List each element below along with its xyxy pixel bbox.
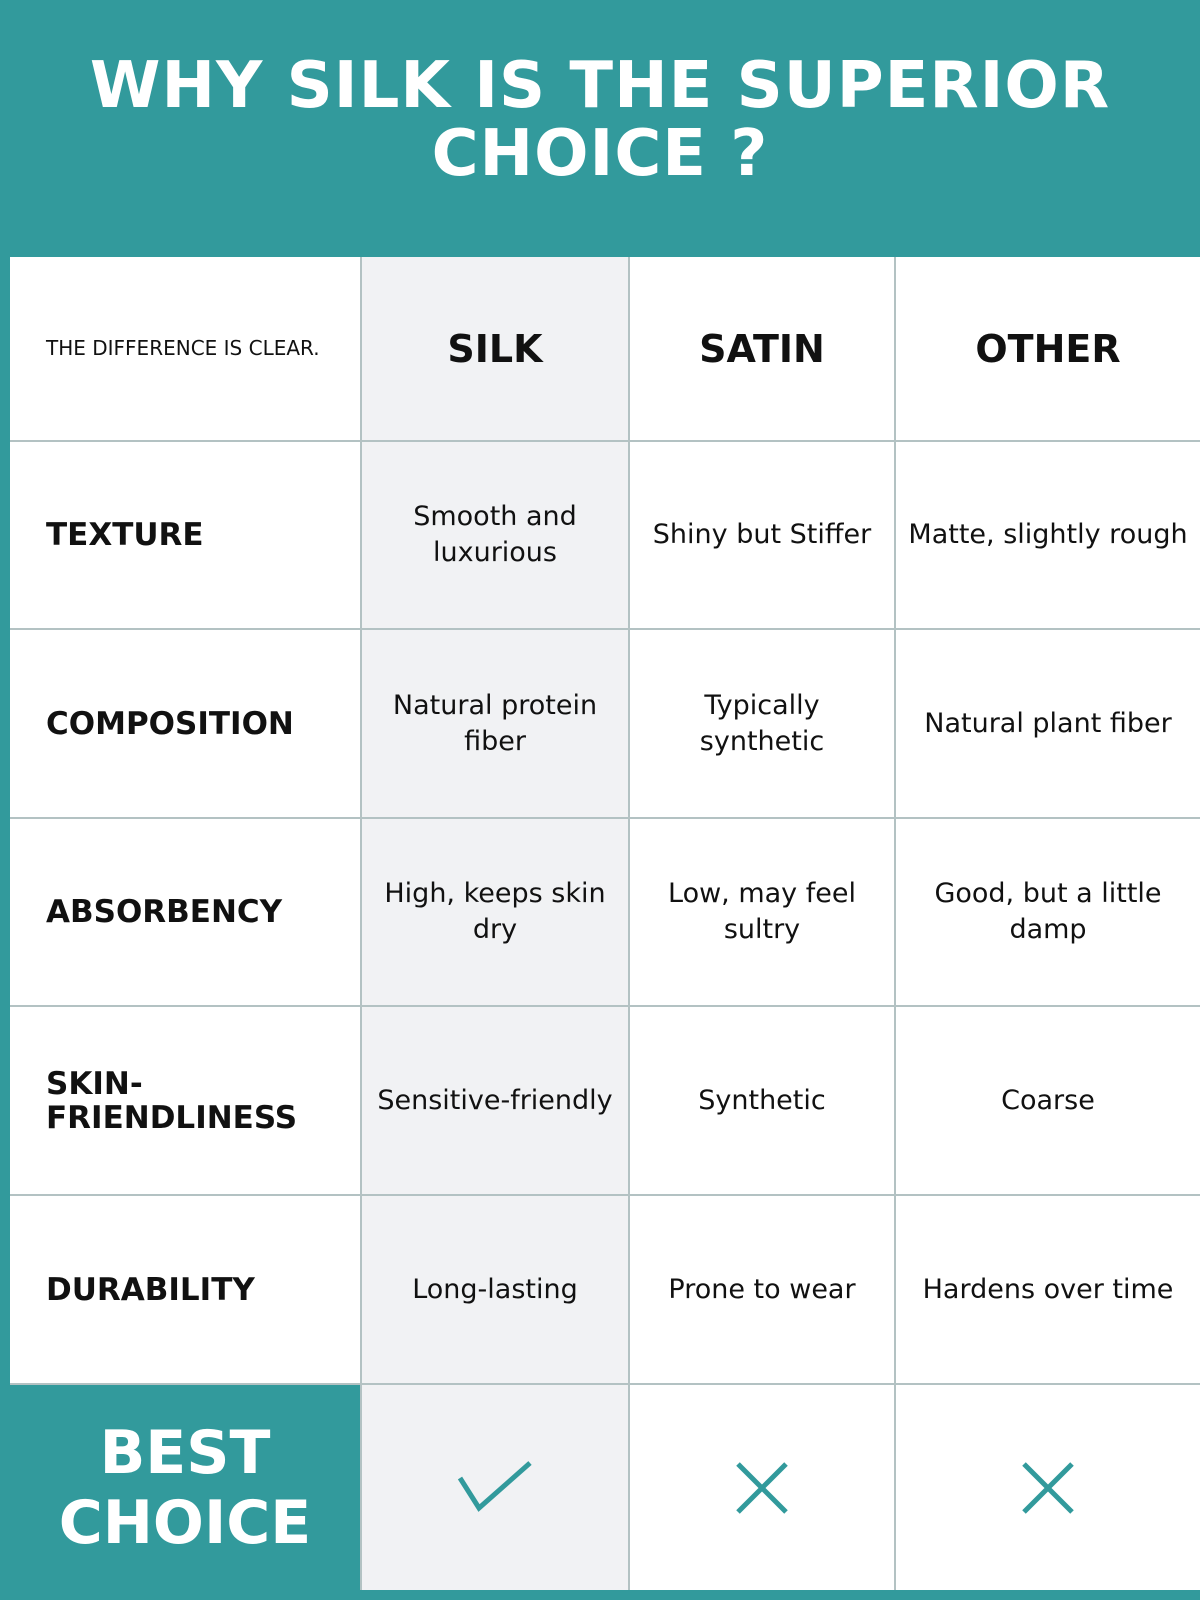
comparison-table: THE DIFFERENCE IS CLEAR. SILK SATIN OTHE… <box>10 257 1200 1590</box>
check-icon <box>362 1385 630 1590</box>
row-label: DURABILITY <box>10 1196 362 1385</box>
table-cell: Long-lasting <box>362 1196 630 1385</box>
page-title: WHY SILK IS THE SUPERIOR CHOICE ? <box>89 49 1111 191</box>
table-cell: Hardens over time <box>896 1196 1200 1385</box>
table-cell: Natural plant fiber <box>896 630 1200 819</box>
table-cell: Prone to wear <box>630 1196 896 1385</box>
row-label: SKIN-FRIENDLINESS <box>10 1007 362 1196</box>
column-header-satin: SATIN <box>630 257 896 442</box>
table-cell: Sensitive-friendly <box>362 1007 630 1196</box>
column-header-other: OTHER <box>896 257 1200 442</box>
row-label: COMPOSITION <box>10 630 362 819</box>
table-cell: Good, but a little damp <box>896 819 1200 1007</box>
row-label: TEXTURE <box>10 442 362 630</box>
table-cell: Typically synthetic <box>630 630 896 819</box>
table-cell: Matte, slightly rough <box>896 442 1200 630</box>
table-cell: Smooth and luxurious <box>362 442 630 630</box>
table-cell: Coarse <box>896 1007 1200 1196</box>
x-icon <box>630 1385 896 1590</box>
x-icon <box>896 1385 1200 1590</box>
best-choice-label: BEST CHOICE <box>10 1385 362 1590</box>
table-cell: Low, may feel sultry <box>630 819 896 1007</box>
table-cell: Natural protein fiber <box>362 630 630 819</box>
row-label: ABSORBENCY <box>10 819 362 1007</box>
table-cell: High, keeps skin dry <box>362 819 630 1007</box>
table-cell: Shiny but Stiffer <box>630 442 896 630</box>
intro-text: THE DIFFERENCE IS CLEAR. <box>10 257 362 442</box>
column-header-silk: SILK <box>362 257 630 442</box>
table-cell: Synthetic <box>630 1007 896 1196</box>
